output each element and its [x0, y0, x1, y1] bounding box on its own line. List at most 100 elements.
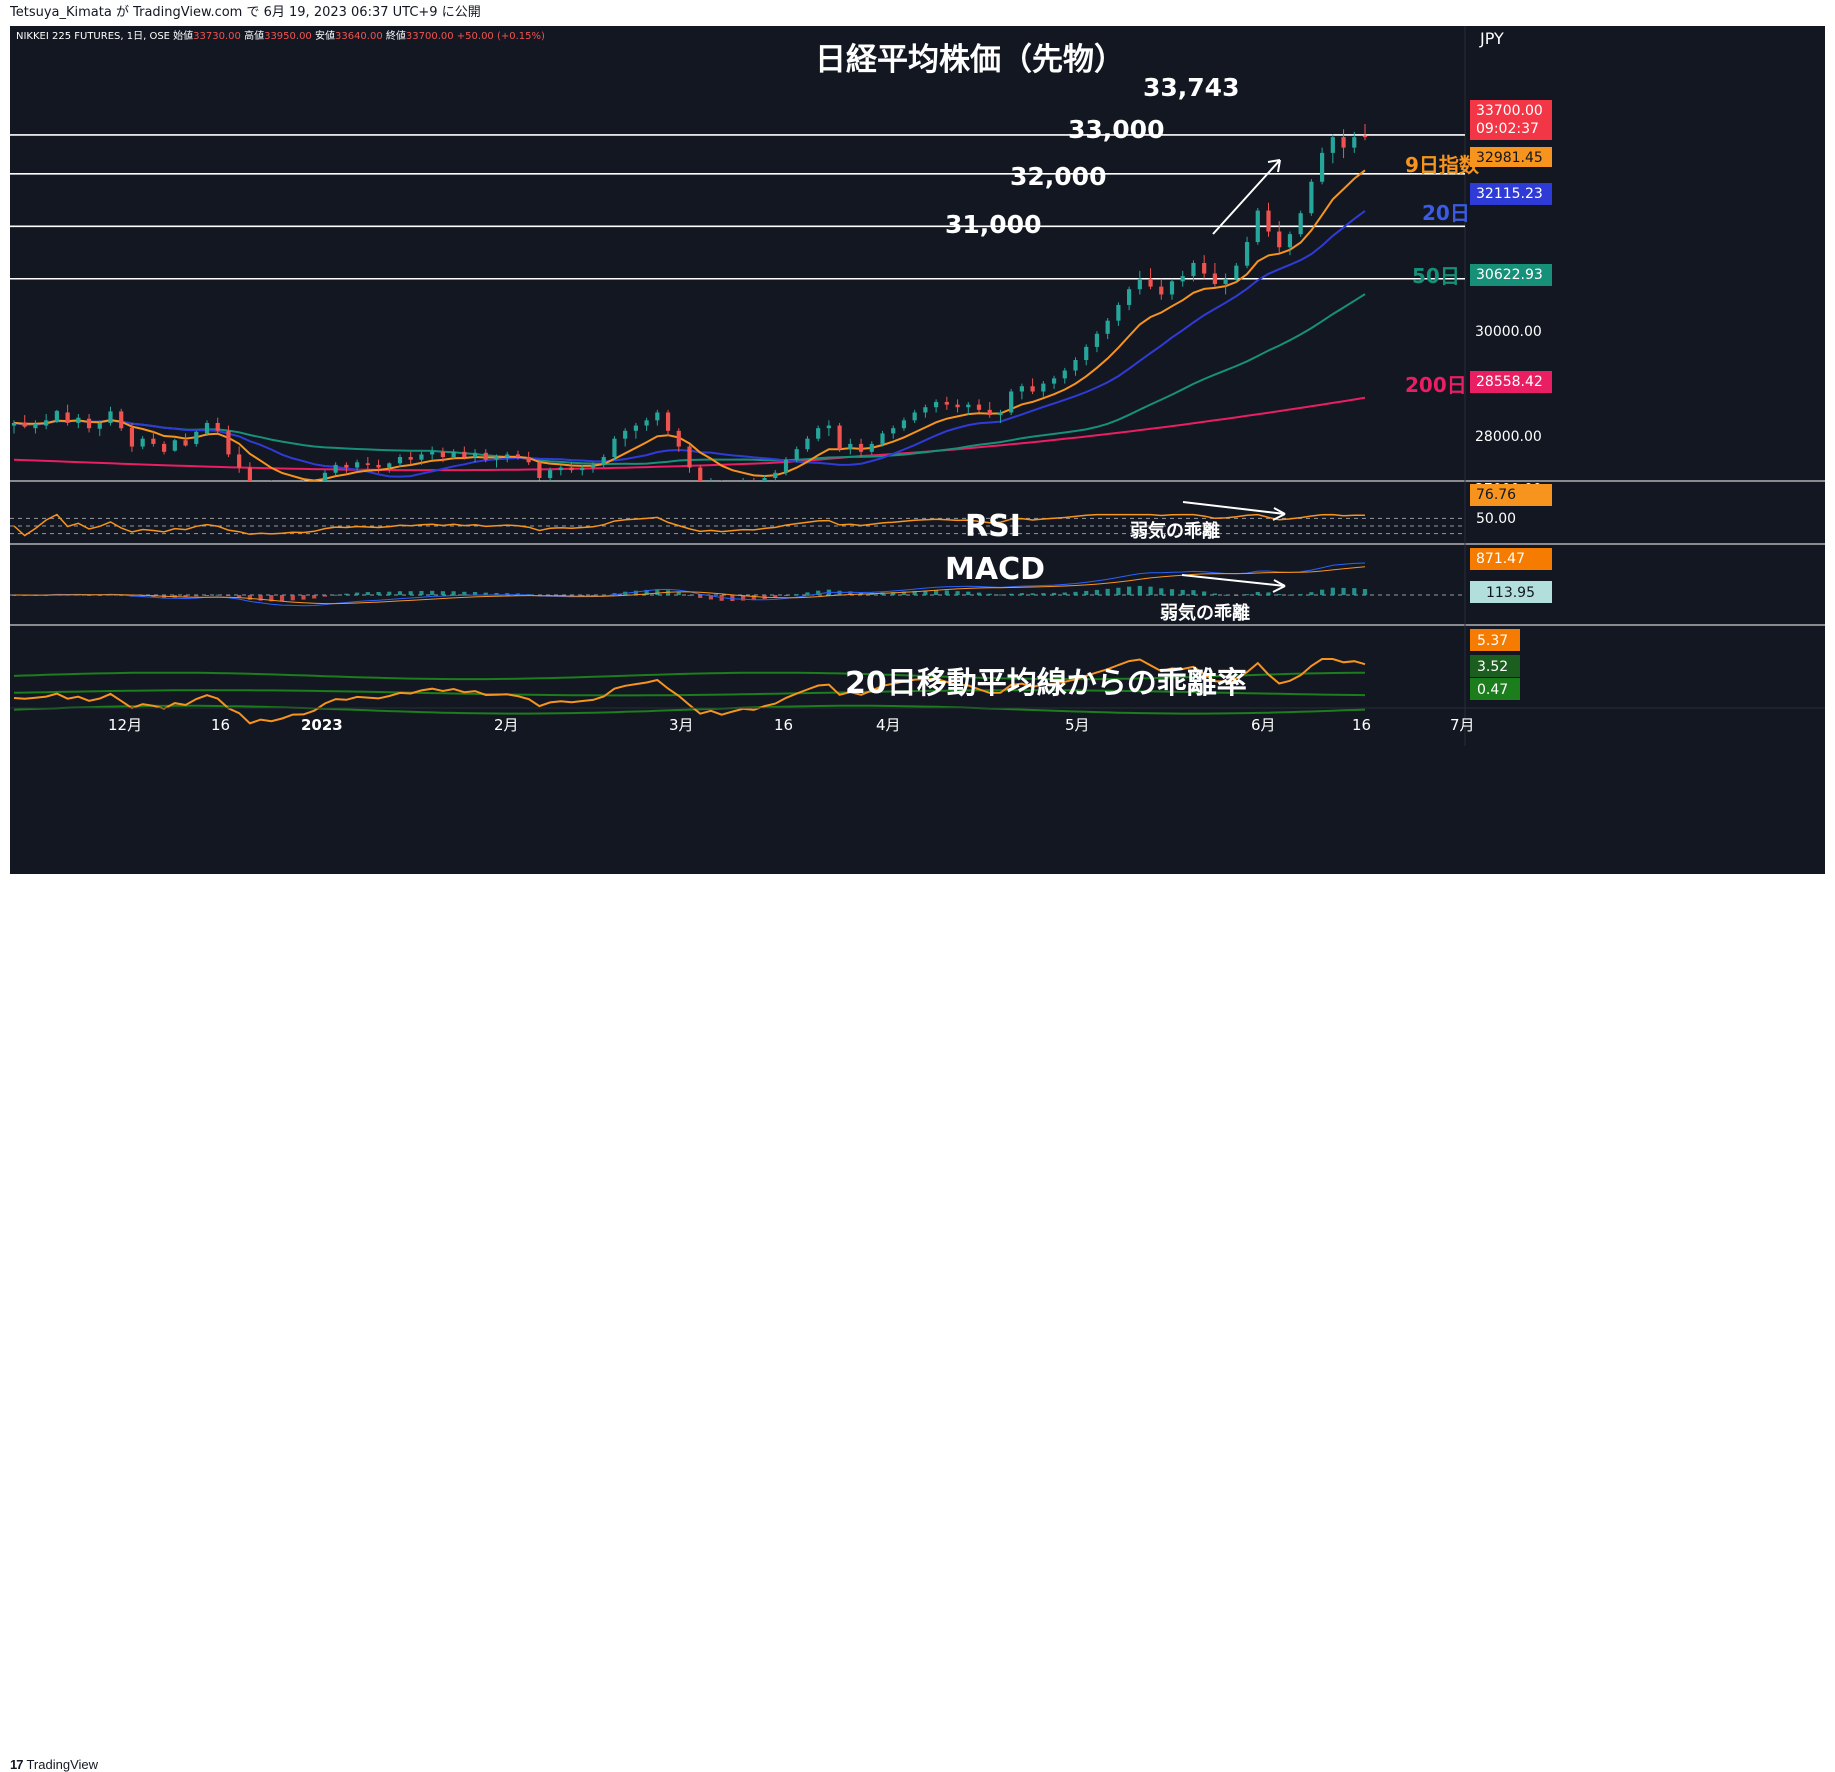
candle-body: [741, 483, 745, 488]
candle-body: [183, 440, 188, 446]
level-label: 33,000: [1068, 115, 1164, 144]
currency-label: JPY: [1479, 29, 1504, 48]
candle-body: [1169, 281, 1175, 295]
macd-histogram-bar: [1180, 589, 1185, 595]
chart-area[interactable]: NIKKEI 225 FUTURES, 1日, OSE 始値33730.00 高…: [10, 26, 1825, 874]
ma-label: 9日指数: [1405, 153, 1480, 177]
candle-body: [22, 422, 27, 427]
macd-annotation: 弱気の乖離: [1160, 602, 1250, 624]
macd-signal-line: [14, 566, 1366, 605]
candle-body: [944, 401, 949, 405]
candle-body: [923, 407, 928, 413]
macd-histogram-bar: [998, 594, 1003, 596]
macd-histogram-bar: [387, 591, 392, 595]
chart-title: 日経平均株価（先物）: [815, 42, 1125, 78]
macd-histogram-bar: [494, 593, 499, 595]
macd-histogram-bar: [215, 594, 220, 596]
candle-body: [537, 462, 542, 479]
rsi-divergence-arrow: [1182, 501, 1286, 515]
candle-body: [1094, 333, 1100, 347]
macd-histogram-bar: [934, 590, 939, 595]
ma-label: 50日: [1412, 264, 1460, 288]
macd-histogram-bar: [816, 590, 821, 595]
candle-body: [65, 412, 70, 423]
candle-body: [344, 464, 349, 468]
candle-body: [1041, 383, 1046, 392]
macd-histogram-bar: [912, 590, 917, 595]
macd-histogram-bar: [365, 592, 370, 595]
macd-histogram-bar: [923, 590, 928, 595]
candle-body: [483, 452, 488, 460]
macd-histogram-bar: [1309, 592, 1314, 595]
macd-histogram-bar: [751, 595, 756, 601]
candle-body: [194, 431, 199, 444]
macd-histogram-bar: [505, 593, 510, 595]
candle-body: [451, 451, 456, 458]
chart-svg[interactable]: NIKKEI 225 FUTURES, 1日, OSE 始値33730.00 高…: [10, 26, 1825, 874]
deviation-line: [13, 658, 1366, 725]
candle-body: [548, 470, 553, 479]
candle-body: [1084, 346, 1089, 361]
candle-body: [934, 401, 939, 408]
candle-body: [355, 462, 360, 468]
macd-histogram-bar: [891, 592, 896, 595]
macd-histogram-bar: [1105, 588, 1110, 595]
candle-body: [987, 409, 992, 416]
candle-body: [1352, 137, 1357, 148]
macd-histogram-bar: [1277, 594, 1282, 596]
candle-body: [880, 433, 885, 444]
main-plot: [11, 124, 1368, 488]
macd-histogram-bar: [1169, 589, 1175, 595]
deviation-badge-bg: [1470, 655, 1520, 677]
macd-histogram-bar: [322, 595, 328, 597]
candle-body: [54, 410, 59, 422]
macd-histogram-bar: [344, 593, 349, 595]
candle-body: [515, 454, 521, 458]
trend-arrow-head: [1267, 159, 1281, 173]
macd-histogram-bar: [97, 595, 102, 596]
macd-histogram-bar: [269, 595, 274, 602]
candle-body: [612, 438, 617, 458]
rsi-badge-bg: [1470, 484, 1552, 506]
publish-line: Tetsuya_Kimata が TradingView.com で 6月 19…: [10, 5, 481, 20]
rsi-annotation: 弱気の乖離: [1130, 520, 1220, 542]
time-tick: 16: [1352, 716, 1371, 734]
rsi-line: [13, 513, 1365, 537]
ema9-line: [13, 169, 1366, 481]
macd-histogram-bar: [86, 595, 92, 596]
time-tick: 7月: [1450, 716, 1475, 734]
macd-histogram-bar: [1137, 585, 1142, 595]
macd-histogram-bar: [976, 592, 982, 595]
rsi-tick: 50.00: [1476, 511, 1516, 527]
candle-body: [569, 467, 574, 471]
deviation-badge: 5.37: [1477, 633, 1508, 649]
candle-body: [676, 430, 681, 447]
macd-histogram-bar: [633, 590, 638, 595]
time-tick: 16: [211, 716, 230, 734]
macd-histogram-bar: [1094, 589, 1100, 595]
macd-histogram-bar: [151, 595, 156, 598]
macd-histogram-bar: [1244, 594, 1250, 596]
candle-body: [998, 412, 1003, 416]
candle-body: [129, 427, 135, 447]
macd-histogram-bar: [204, 595, 210, 596]
footer-bar: 17 TradingView: [0, 874, 1835, 1772]
macd-divergence-arrow: [1181, 574, 1286, 587]
candle-body: [472, 452, 478, 458]
candle-body: [376, 464, 381, 468]
ma20-badge: 32115.23: [1476, 186, 1543, 202]
candle-body: [966, 404, 971, 408]
macd-histogram-bar: [783, 595, 789, 597]
candle-body: [76, 417, 81, 423]
macd-histogram-bar: [1051, 592, 1057, 595]
tradingview-logo[interactable]: 17 TradingView: [10, 1757, 98, 1772]
macd-histogram-bar: [1191, 590, 1196, 595]
macd-histogram-bar: [1341, 587, 1346, 595]
candle-body: [665, 412, 671, 431]
candle-body: [430, 451, 435, 455]
candle-body: [590, 464, 596, 468]
macd-histogram-bar: [1127, 586, 1132, 595]
candle-body: [1266, 210, 1271, 232]
candle-body: [698, 467, 703, 481]
candle-body: [1127, 289, 1132, 305]
